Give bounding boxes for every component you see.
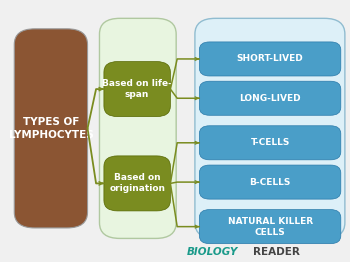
Text: Based on
origination: Based on origination	[109, 173, 165, 193]
FancyBboxPatch shape	[14, 29, 88, 228]
FancyBboxPatch shape	[195, 18, 345, 238]
Text: READER: READER	[253, 247, 300, 257]
Text: SHORT-LIVED: SHORT-LIVED	[237, 54, 303, 63]
FancyBboxPatch shape	[199, 126, 341, 160]
FancyBboxPatch shape	[199, 165, 341, 199]
Text: NATURAL KILLER
CELLS: NATURAL KILLER CELLS	[228, 217, 313, 237]
FancyBboxPatch shape	[104, 62, 170, 117]
Text: TYPES OF
LYMPHOCYTES: TYPES OF LYMPHOCYTES	[8, 117, 93, 140]
FancyBboxPatch shape	[199, 81, 341, 115]
Text: BIOLOGY: BIOLOGY	[187, 247, 238, 257]
FancyBboxPatch shape	[104, 156, 170, 211]
Text: LONG-LIVED: LONG-LIVED	[239, 94, 301, 103]
FancyBboxPatch shape	[199, 210, 341, 244]
FancyBboxPatch shape	[99, 18, 176, 238]
Text: B-CELLS: B-CELLS	[250, 178, 291, 187]
FancyBboxPatch shape	[199, 42, 341, 76]
Text: T-CELLS: T-CELLS	[250, 138, 290, 147]
Text: Based on life-
span: Based on life- span	[102, 79, 172, 99]
